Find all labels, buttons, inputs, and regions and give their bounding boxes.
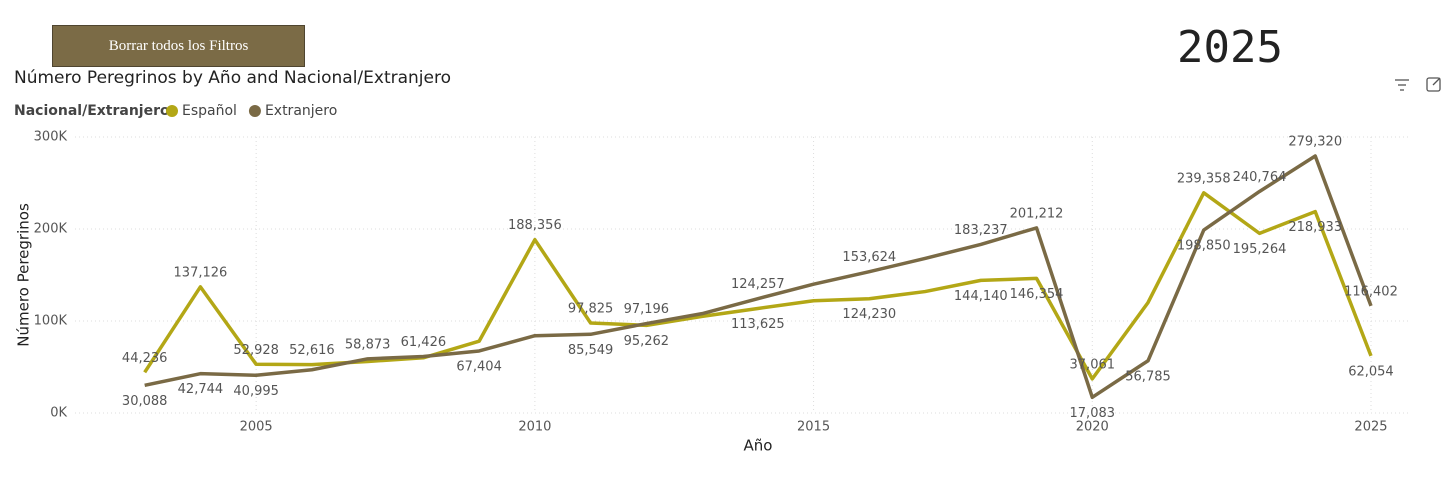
data-label: 42,744 <box>178 382 224 397</box>
data-label: 240,764 <box>1233 170 1287 185</box>
data-label: 195,264 <box>1233 242 1287 257</box>
data-label: 67,404 <box>456 359 502 374</box>
chart-title: Número Peregrinos by Año and Nacional/Ex… <box>14 68 451 88</box>
data-label: 17,083 <box>1070 406 1116 421</box>
data-label: 144,140 <box>954 289 1008 304</box>
clear-filters-button[interactable]: Borrar todos los Filtros <box>52 25 305 67</box>
legend-label: Extranjero <box>265 103 337 119</box>
legend-label: Español <box>182 103 237 119</box>
x-tick-label: 2020 <box>1076 420 1109 435</box>
filter-icon[interactable] <box>1395 79 1409 91</box>
y-tick-label: 300K <box>34 130 68 145</box>
data-label: 153,624 <box>842 250 896 265</box>
data-label: 40,995 <box>233 384 279 399</box>
data-label: 62,054 <box>1348 364 1394 379</box>
data-label: 218,933 <box>1288 220 1342 235</box>
data-label: 279,320 <box>1288 135 1342 150</box>
data-label: 95,262 <box>624 334 670 349</box>
legend-swatch <box>166 105 178 117</box>
x-tick-label: 2025 <box>1354 420 1387 435</box>
data-label: 44,236 <box>122 351 168 366</box>
data-label: 116,402 <box>1344 284 1398 299</box>
legend-title: Nacional/Extranjero <box>14 103 170 119</box>
data-label: 183,237 <box>954 223 1008 238</box>
y-tick-label: 0K <box>50 406 67 421</box>
data-label: 124,257 <box>731 277 785 292</box>
data-label: 97,196 <box>624 302 670 317</box>
legend-swatch <box>248 105 261 117</box>
data-label: 61,426 <box>401 335 447 350</box>
data-label: 52,616 <box>289 343 335 358</box>
y-tick-label: 100K <box>34 314 68 329</box>
data-label: 56,785 <box>1125 369 1171 384</box>
data-label: 239,358 <box>1177 171 1231 186</box>
data-label: 201,212 <box>1010 206 1064 221</box>
data-label: 85,549 <box>568 343 614 358</box>
data-label: 58,873 <box>345 337 391 352</box>
data-label: 113,625 <box>731 317 785 332</box>
x-tick-label: 2010 <box>518 420 551 435</box>
year-card: 2025 <box>1177 22 1283 73</box>
data-label: 52,928 <box>233 343 279 358</box>
data-label: 146,354 <box>1010 287 1064 302</box>
x-axis-title: Año <box>744 437 773 455</box>
focus-icon[interactable] <box>1426 77 1441 92</box>
data-label: 137,126 <box>174 265 228 280</box>
data-label: 97,825 <box>568 302 614 317</box>
y-axis-title: Número Peregrinos <box>15 203 33 347</box>
data-label: 188,356 <box>508 218 562 233</box>
series-line <box>144 154 1373 400</box>
data-label: 30,088 <box>122 394 168 409</box>
y-tick-label: 200K <box>34 222 68 237</box>
data-label: 124,230 <box>842 307 896 322</box>
x-tick-label: 2015 <box>797 420 830 435</box>
data-label: 37,061 <box>1070 357 1116 372</box>
x-tick-label: 2005 <box>240 420 273 435</box>
data-label: 198,850 <box>1177 239 1231 254</box>
